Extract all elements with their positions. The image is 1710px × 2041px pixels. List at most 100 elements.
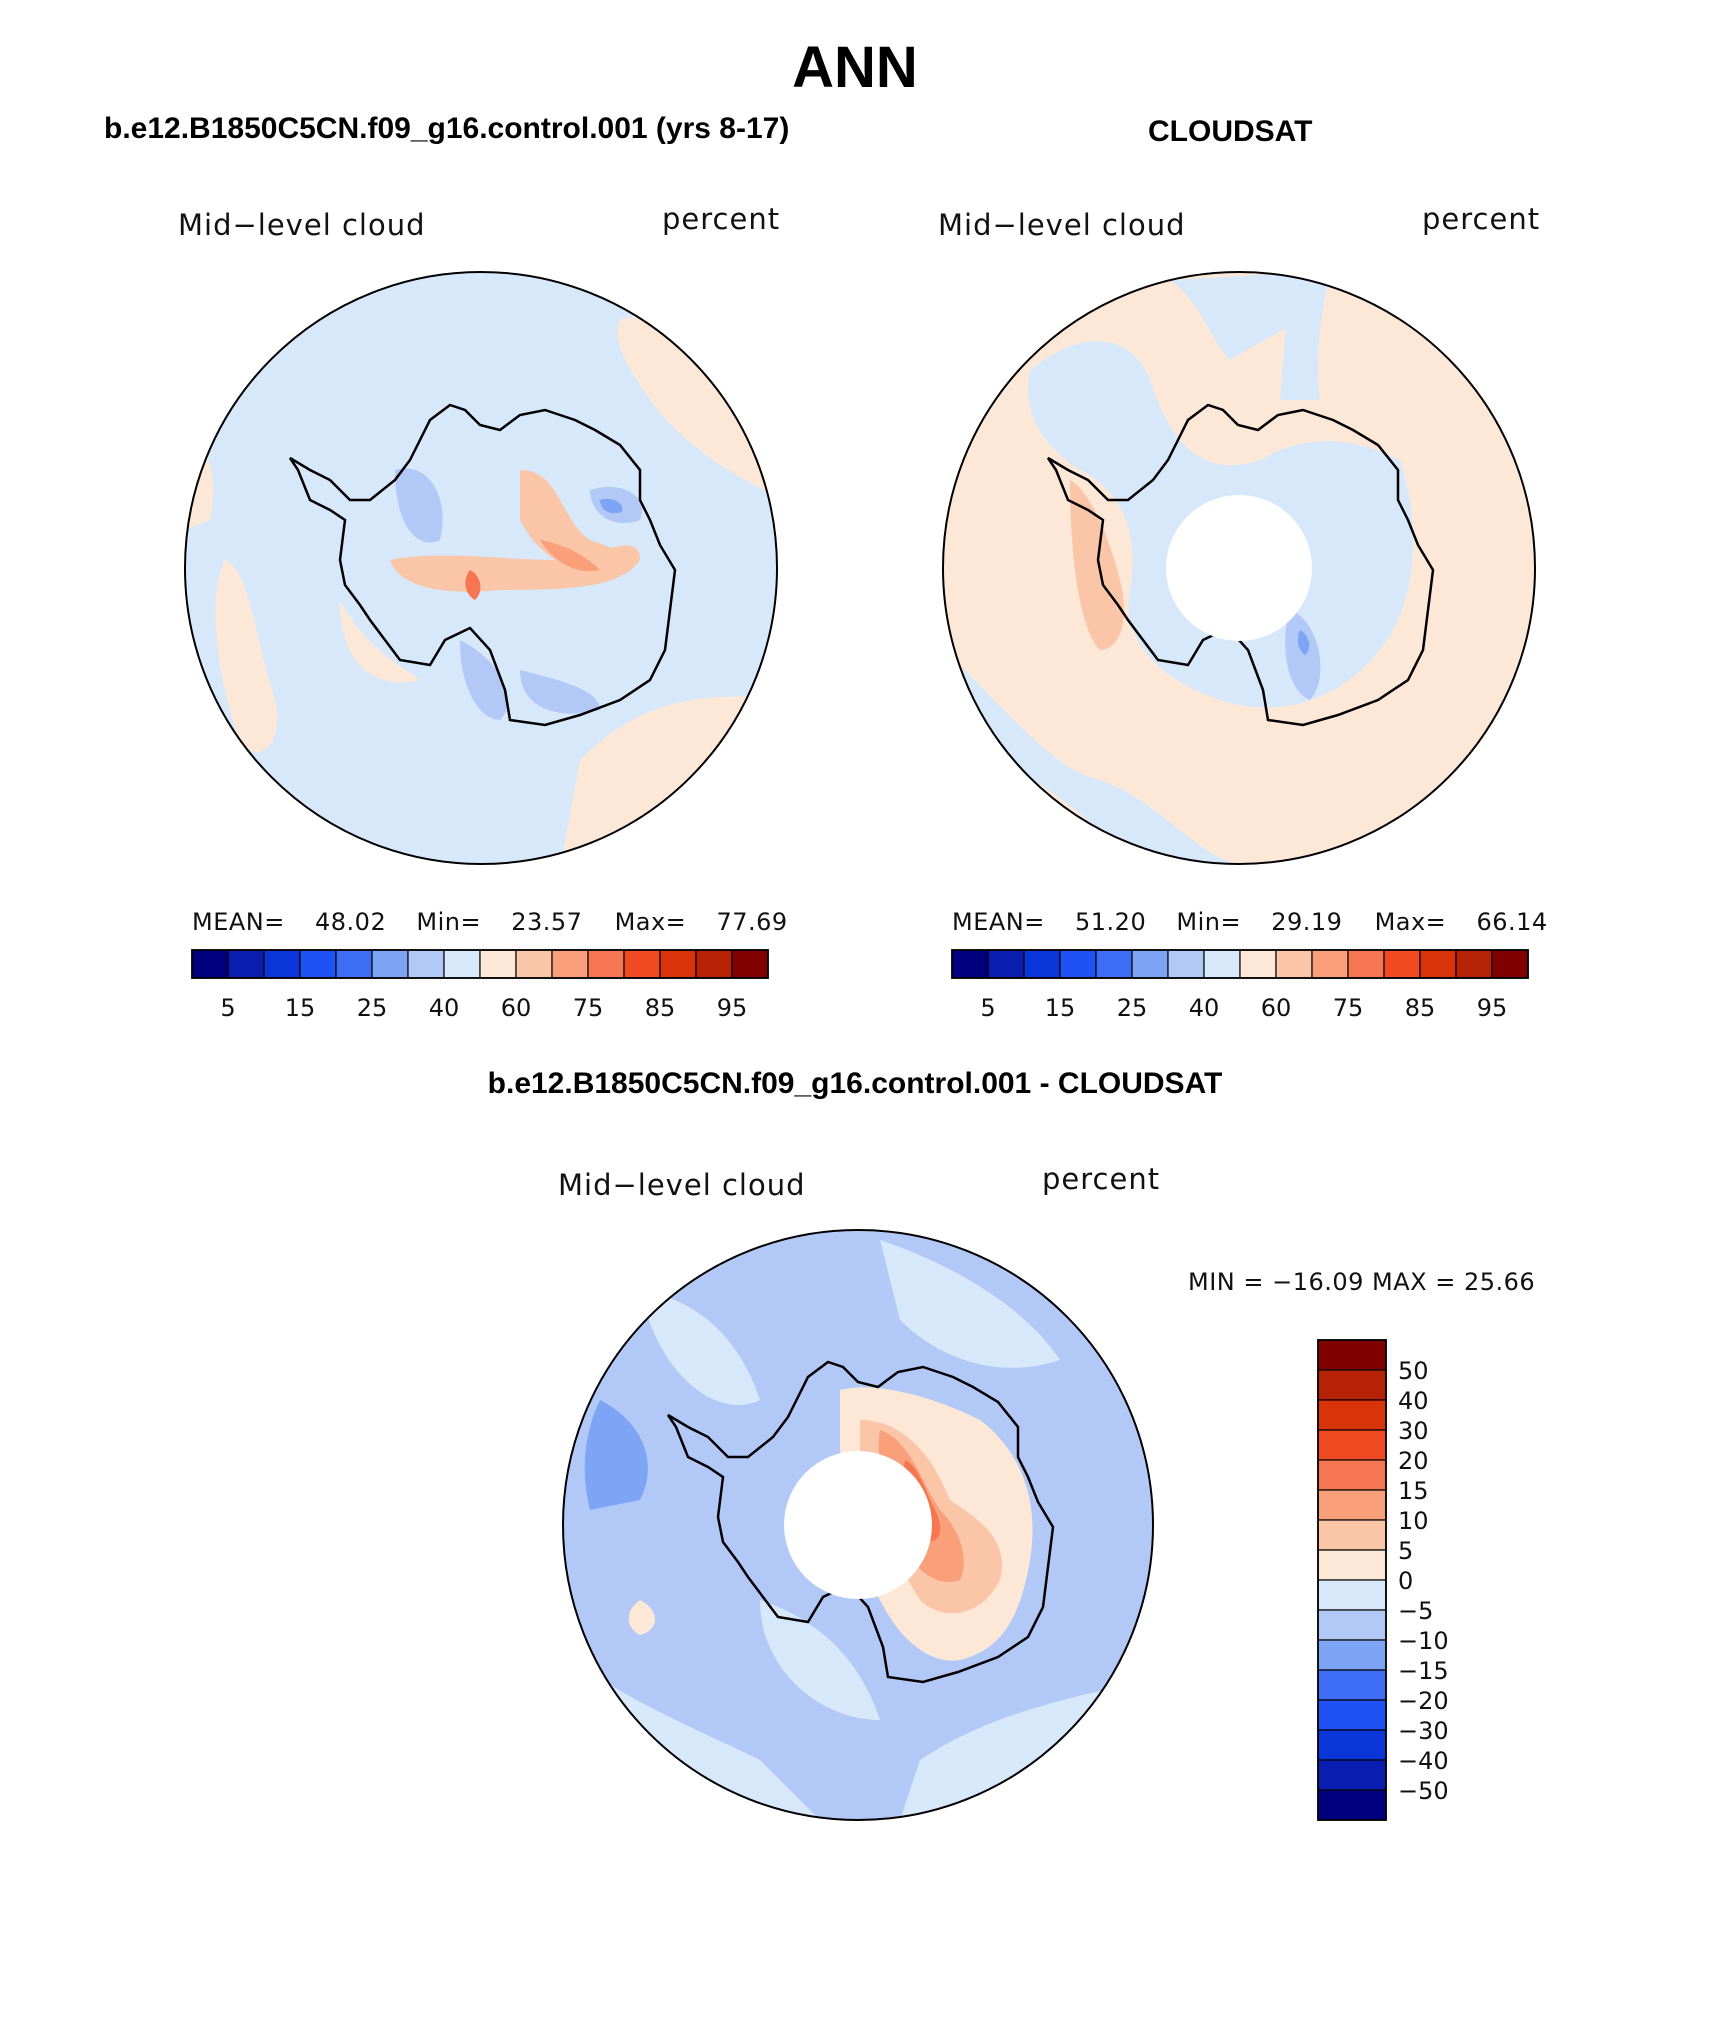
model-cool-patch-4 xyxy=(520,670,600,714)
obs-colorbar-label: 5 xyxy=(980,994,995,1022)
model-min-value: 23.57 xyxy=(511,908,583,936)
model-colorbar-box xyxy=(587,949,625,979)
obs-colorbar-box xyxy=(1491,949,1529,979)
diff-colorbar-label: 10 xyxy=(1398,1507,1429,1535)
diff-minmax-text: MIN = −16.09 MAX = 25.66 xyxy=(1188,1268,1536,1296)
obs-colorbar-box xyxy=(1275,949,1313,979)
model-warm-core xyxy=(540,540,600,572)
obs-colorbar: 5 15 25 40 60 75 85 95 xyxy=(951,949,1529,1022)
model-colorbar-box xyxy=(263,949,301,979)
model-map-boundary xyxy=(184,271,778,865)
model-colorbar-box xyxy=(299,949,337,979)
obs-colorbar-box xyxy=(1347,949,1385,979)
model-colorbar-box xyxy=(515,949,553,979)
obs-polar-map xyxy=(942,271,1536,865)
model-colorbar-box xyxy=(407,949,445,979)
model-colorbar-label: 85 xyxy=(645,994,676,1022)
diff-missing-data-hole xyxy=(784,1451,932,1599)
diff-colorbar-box xyxy=(1317,1399,1387,1431)
model-colorbar-box xyxy=(443,949,481,979)
model-colorbar-box xyxy=(227,949,265,979)
diff-colorbar-box xyxy=(1317,1549,1387,1581)
obs-mean-label: MEAN= xyxy=(952,908,1045,936)
model-colorbar-label: 60 xyxy=(501,994,532,1022)
obs-colorbar-label: 40 xyxy=(1189,994,1220,1022)
obs-cool-region-north2 xyxy=(1280,272,1330,400)
model-colorbar-label: 95 xyxy=(717,994,748,1022)
model-min-label: Min= xyxy=(416,908,482,936)
obs-colorbar-label: 15 xyxy=(1045,994,1076,1022)
model-colorbar: 5 15 25 40 60 75 85 95 xyxy=(191,949,769,1022)
model-stats: MEAN= 48.02 Min= 23.57 Max= 77.69 xyxy=(192,908,788,936)
diff-colorbar-label: −40 xyxy=(1398,1747,1449,1775)
obs-stats: MEAN= 51.20 Min= 29.19 Max= 66.14 xyxy=(952,908,1548,936)
model-colorbar-box xyxy=(659,949,697,979)
model-warm-region-w xyxy=(215,560,278,753)
diff-variable-label: Mid−level cloud xyxy=(558,1168,806,1202)
obs-colorbar-box xyxy=(1167,949,1205,979)
obs-colorbar-label: 85 xyxy=(1405,994,1436,1022)
model-colorbar-box xyxy=(335,949,373,979)
diff-colorbar-label: −20 xyxy=(1398,1687,1449,1715)
diff-colorbar-box xyxy=(1317,1579,1387,1611)
obs-colorbar-box xyxy=(1311,949,1349,979)
model-colorbar-label: 15 xyxy=(285,994,316,1022)
diff-colorbar-label: −15 xyxy=(1398,1657,1449,1685)
diff-colorbar-box xyxy=(1317,1759,1387,1791)
diff-colorbar-box xyxy=(1317,1789,1387,1821)
model-antarctica-coastline xyxy=(288,403,677,727)
obs-mean-value: 51.20 xyxy=(1075,908,1147,936)
diff-colorbar-box xyxy=(1317,1339,1387,1371)
model-mean-label: MEAN= xyxy=(192,908,285,936)
model-warm-region-sw xyxy=(340,600,420,683)
obs-colorbar-box xyxy=(1023,949,1061,979)
model-max-value: 77.69 xyxy=(716,908,788,936)
model-mean-value: 48.02 xyxy=(315,908,387,936)
figure-title: ANN xyxy=(792,35,918,100)
obs-colorbar-box xyxy=(951,949,989,979)
model-colorbar-box xyxy=(191,949,229,979)
obs-colorbar-label: 60 xyxy=(1261,994,1292,1022)
obs-colorbar-box xyxy=(1095,949,1133,979)
diff-colorbar-label: 30 xyxy=(1398,1417,1429,1445)
obs-colorbar-box xyxy=(987,949,1025,979)
diff-panel-title: b.e12.B1850C5CN.f09_g16.control.001 - CL… xyxy=(487,1067,1223,1100)
model-variable-label: Mid−level cloud xyxy=(178,208,426,242)
model-cool-patch-1 xyxy=(395,468,443,543)
diff-colorbar-label: −50 xyxy=(1398,1777,1449,1805)
diff-neutral-region-s xyxy=(760,1600,880,1720)
diff-colorbar-box xyxy=(1317,1459,1387,1491)
diff-colorbar-label: 50 xyxy=(1398,1357,1429,1385)
model-panel-title: b.e12.B1850C5CN.f09_g16.control.001 (yrs… xyxy=(104,112,790,145)
model-colorbar-label: 75 xyxy=(573,994,604,1022)
obs-colorbar-box xyxy=(1239,949,1277,979)
diff-units-label: percent xyxy=(1042,1162,1161,1196)
obs-colorbar-box xyxy=(1383,949,1421,979)
obs-variable-label: Mid−level cloud xyxy=(938,208,1186,242)
model-units-label: percent xyxy=(662,202,781,236)
obs-colorbar-label: 95 xyxy=(1477,994,1508,1022)
model-hot-spot xyxy=(465,570,481,600)
obs-missing-data-hole xyxy=(1166,495,1312,641)
diff-colorbar-box xyxy=(1317,1369,1387,1401)
obs-warm-peninsula xyxy=(1070,480,1124,650)
obs-colorbar-box xyxy=(1059,949,1097,979)
model-colorbar-label: 5 xyxy=(220,994,235,1022)
diff-colorbar-label: 5 xyxy=(1398,1537,1413,1565)
obs-cool-core xyxy=(1297,630,1310,655)
diff-antarctica-coastline xyxy=(666,1360,1055,1684)
model-colorbar-box xyxy=(695,949,733,979)
model-colorbar-box xyxy=(731,949,769,979)
diff-colorbar-box xyxy=(1317,1669,1387,1701)
diff-map-boundary xyxy=(562,1229,1154,1821)
diff-colorbar-box xyxy=(1317,1639,1387,1671)
obs-max-value: 66.14 xyxy=(1476,908,1548,936)
diff-colorbar-label: −30 xyxy=(1398,1717,1449,1745)
diff-colorbar-label: 40 xyxy=(1398,1387,1429,1415)
obs-colorbar-label: 25 xyxy=(1117,994,1148,1022)
obs-cool-patch xyxy=(1285,610,1321,700)
obs-colorbar-label: 75 xyxy=(1333,994,1364,1022)
diff-colorbar-box xyxy=(1317,1609,1387,1641)
